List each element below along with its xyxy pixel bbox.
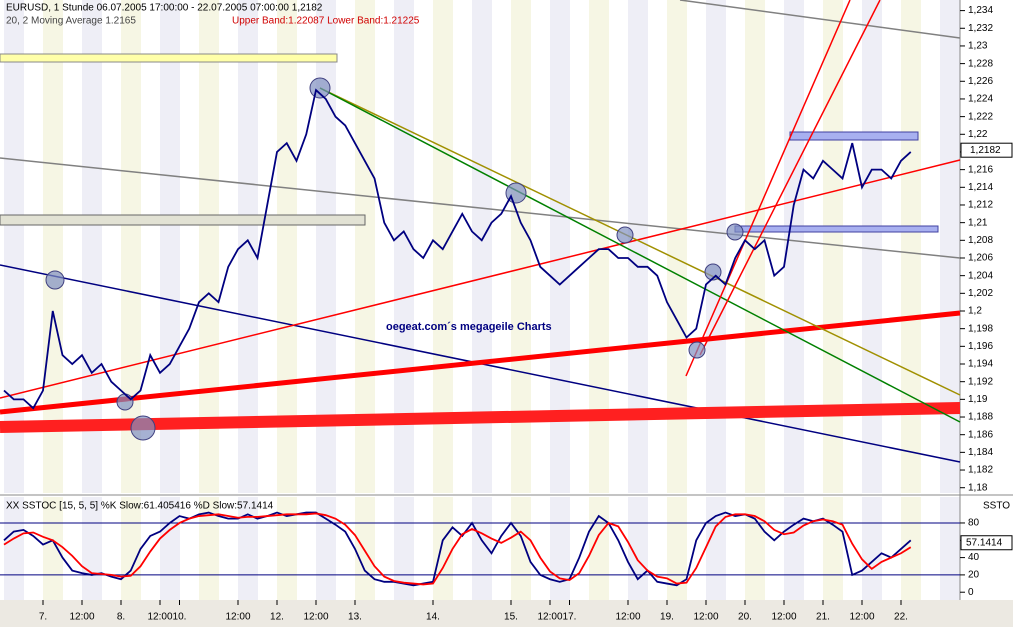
y-tick-label: 1,196 xyxy=(968,341,993,352)
series-line xyxy=(3,88,912,410)
x-tick-label: 12:00 xyxy=(537,612,562,623)
x-tick-label: 7. xyxy=(39,612,47,623)
y-tick-label: 20 xyxy=(968,570,980,581)
x-tick-label: 12:00 xyxy=(849,612,874,623)
trendline xyxy=(679,0,961,39)
indicator-label: 20, 2 Moving Average 1.2165 xyxy=(6,16,136,27)
x-tick-label: 21. xyxy=(816,612,830,623)
y-tick-label: 1,234 xyxy=(968,5,993,16)
x-tick-label: 12. xyxy=(270,612,284,623)
y-tick-label: 1,22 xyxy=(968,129,988,140)
y-tick-label: 1,228 xyxy=(968,58,993,69)
y-tick-label: 1,21 xyxy=(968,217,988,228)
pivot-marker xyxy=(130,415,156,441)
x-tick-label: 14. xyxy=(426,612,440,623)
y-tick-label: 1,23 xyxy=(968,41,988,52)
y-tick-label: 1,188 xyxy=(968,412,993,423)
y-tick-label: 1,19 xyxy=(968,394,988,405)
y-tick-label: 1,214 xyxy=(968,182,993,193)
x-tick-label: 12:00 xyxy=(225,612,250,623)
y-tick-label: 1,186 xyxy=(968,429,993,440)
pivot-marker xyxy=(688,341,706,359)
y-tick-label: 0 xyxy=(968,587,974,598)
y-tick-label: 1,2 xyxy=(968,306,982,317)
y-tick-label: 1,224 xyxy=(968,94,993,105)
trendline xyxy=(319,87,961,396)
series-line xyxy=(3,511,912,587)
x-tick-label: 17. xyxy=(563,612,577,623)
y-tick-label: 80 xyxy=(968,518,980,529)
y-tick-label: 40 xyxy=(968,552,980,563)
x-tick-label: 13. xyxy=(348,612,362,623)
pivot-marker xyxy=(726,223,744,241)
x-tick-label: 19. xyxy=(660,612,674,623)
y-tick-label: 1,226 xyxy=(968,76,993,87)
trendline xyxy=(0,310,961,415)
y-tick-label: 1,198 xyxy=(968,323,993,334)
trendline xyxy=(0,402,961,433)
band-label: Upper Band:1.22087 Lower Band:1.21225 xyxy=(232,16,420,27)
trendline xyxy=(685,0,851,377)
last-value-box xyxy=(960,535,1013,551)
zone-box xyxy=(0,53,338,63)
y-tick-label: 1,212 xyxy=(968,200,993,211)
pivot-marker xyxy=(309,77,331,99)
last-value-label: 57.1414 xyxy=(966,537,1003,548)
y-tick-label: 1,222 xyxy=(968,111,993,122)
stoch-title: XX SSTOC [15, 5, 5] %K Slow:61.405416 %D… xyxy=(6,501,274,512)
x-tick-label: 12:00 xyxy=(303,612,328,623)
trendline xyxy=(699,0,881,356)
y-tick-label: 1,208 xyxy=(968,235,993,246)
y-tick-label: 1,18 xyxy=(968,482,988,493)
trendline xyxy=(319,87,961,423)
y-tick-label: 1,216 xyxy=(968,164,993,175)
stoch-axis-title: SSTO xyxy=(983,501,1010,512)
x-axis-strip xyxy=(0,600,1013,627)
x-tick-label: 22. xyxy=(894,612,908,623)
chart-title: EURUSD, 1 Stunde 06.07.2005 17:00:00 - 2… xyxy=(6,3,323,14)
y-tick-label: 1,202 xyxy=(968,288,993,299)
trendline xyxy=(0,159,961,399)
x-tick-label: 10. xyxy=(173,612,187,623)
y-tick-label: 1,204 xyxy=(968,270,993,281)
drawings xyxy=(0,0,961,463)
y-tick-label: 1,232 xyxy=(968,23,993,34)
stoch-panel xyxy=(0,497,960,600)
x-tick-label: 20. xyxy=(738,612,752,623)
x-tick-label: 12:00 xyxy=(693,612,718,623)
x-tick-label: 12:00 xyxy=(69,612,94,623)
zone-box xyxy=(0,214,366,226)
pivot-marker xyxy=(45,270,65,290)
last-value-label: 1,2182 xyxy=(970,145,1001,156)
x-tick-label: 12:00 xyxy=(771,612,796,623)
y-tick-label: 1,194 xyxy=(968,359,993,370)
series-line xyxy=(3,512,912,586)
y-tick-label: 1,182 xyxy=(968,465,993,476)
watermark: oegeat.com´s megageile Charts xyxy=(386,321,552,333)
pivot-marker xyxy=(116,393,134,411)
y-tick-label: 1,192 xyxy=(968,376,993,387)
trendline xyxy=(0,157,961,259)
y-tick-label: 1,206 xyxy=(968,253,993,264)
x-tick-label: 15. xyxy=(504,612,518,623)
pivot-marker xyxy=(616,226,634,244)
x-tick-label: 12:00 xyxy=(615,612,640,623)
x-tick-label: 8. xyxy=(117,612,125,623)
last-value-box xyxy=(960,142,1013,158)
y-tick-label: 1,184 xyxy=(968,447,993,458)
x-tick-label: 12:00 xyxy=(147,612,172,623)
